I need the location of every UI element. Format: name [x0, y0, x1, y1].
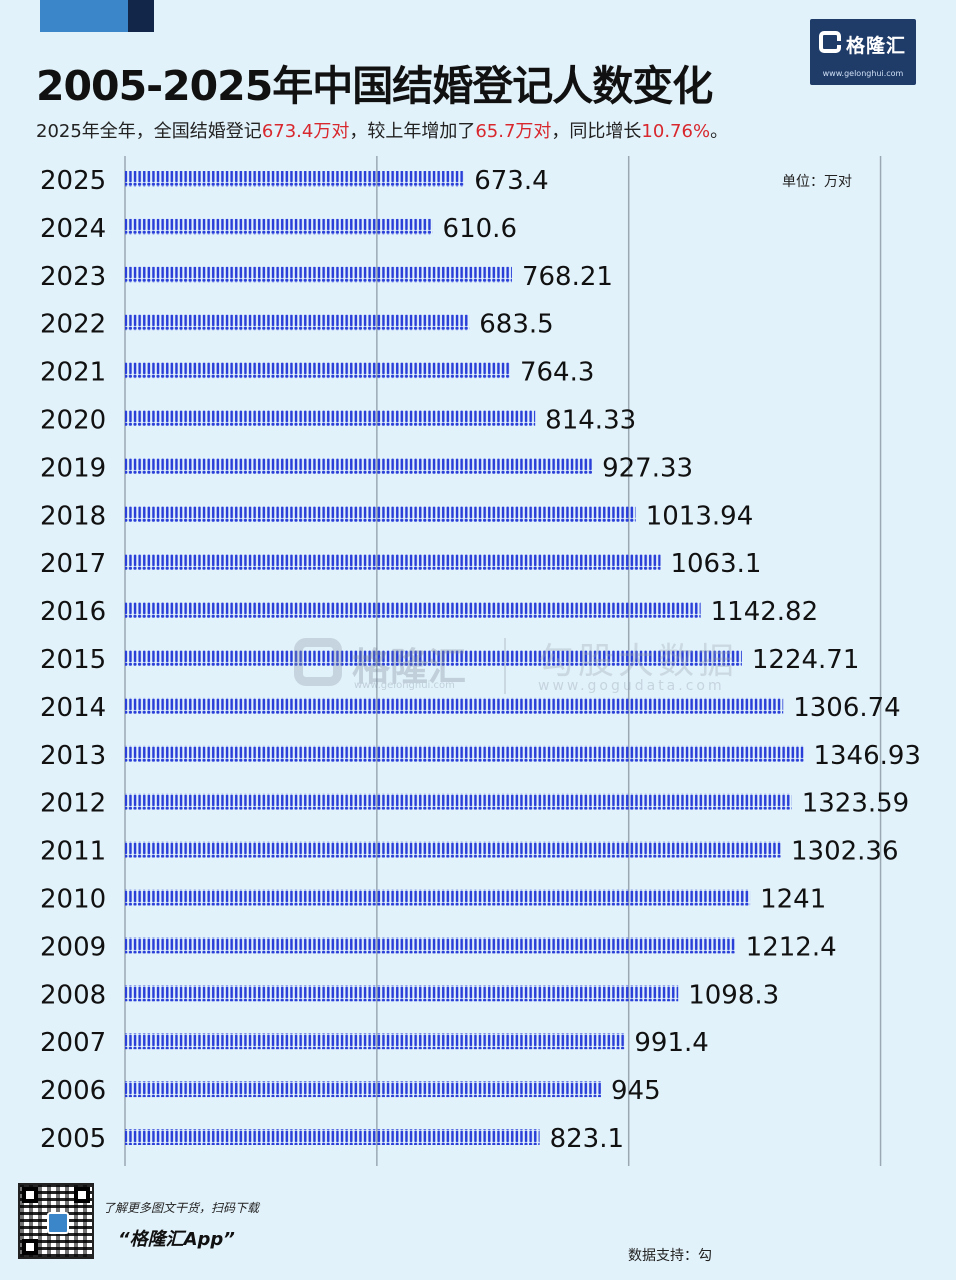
value-label-2020: 814.33 — [545, 406, 636, 436]
subtitle: 2025年全年，全国结婚登记673.4万对，较上年增加了65.7万对，同比增长1… — [36, 117, 728, 143]
value-label-2021: 764.3 — [520, 358, 594, 388]
data-source: 数据支持：勾 — [628, 1248, 712, 1264]
year-label-2019: 2019 — [40, 453, 106, 483]
bar-2024 — [125, 218, 433, 235]
value-label-2005: 823.1 — [550, 1124, 624, 1154]
bar-2019 — [125, 458, 593, 475]
subtitle-text-4: 。 — [710, 121, 729, 142]
qr-code[interactable] — [18, 1183, 94, 1259]
year-label-2009: 2009 — [40, 932, 106, 962]
logo-url: www.gelonghui.com — [822, 69, 904, 78]
bar-2007 — [125, 1033, 625, 1050]
year-label-2014: 2014 — [40, 693, 106, 723]
subtitle-value-3: 10.76% — [641, 121, 711, 142]
value-label-2012: 1323.59 — [802, 789, 910, 819]
value-label-2014: 1306.74 — [793, 693, 901, 723]
year-label-2020: 2020 — [40, 406, 106, 436]
qr-finder-tr — [74, 1187, 90, 1203]
value-label-2016: 1142.82 — [711, 597, 819, 627]
value-label-2011: 1302.36 — [791, 837, 899, 867]
value-label-2019: 927.33 — [602, 453, 693, 483]
qr-finder-tl — [22, 1187, 38, 1203]
year-label-2006: 2006 — [40, 1076, 106, 1106]
logo-name: 格隆汇 — [846, 35, 907, 57]
value-label-2015: 1224.71 — [752, 645, 860, 675]
year-label-2015: 2015 — [40, 645, 106, 675]
value-label-2017: 1063.1 — [670, 549, 761, 579]
unit-label: 单位：万对 — [782, 174, 852, 190]
value-label-2013: 1346.93 — [813, 741, 921, 771]
subtitle-value-1: 673.4万对 — [261, 121, 350, 142]
footer-app-name: “格隆汇App” — [118, 1229, 235, 1250]
year-label-2024: 2024 — [40, 214, 106, 244]
value-label-2024: 610.6 — [443, 214, 517, 244]
year-label-2017: 2017 — [40, 549, 106, 579]
bar-2023 — [125, 266, 512, 283]
bar-2012 — [125, 793, 792, 810]
year-label-2013: 2013 — [40, 741, 106, 771]
bar-2009 — [125, 937, 736, 954]
bar-chart: 2025 673.4 2024 610.6 2023 768.21 2022 683.5 202… — [40, 156, 921, 1166]
top-accent-block-dark — [128, 0, 154, 32]
value-label-2025: 673.4 — [474, 166, 548, 196]
bar-2010 — [125, 889, 751, 906]
year-label-2008: 2008 — [40, 980, 106, 1010]
qr-logo-icon — [47, 1212, 69, 1234]
bar-2016 — [125, 602, 701, 619]
logo-g-icon — [819, 31, 841, 53]
bar-2008 — [125, 985, 679, 1002]
bar-2018 — [125, 506, 636, 523]
bar-2014 — [125, 697, 784, 714]
subtitle-text-3: ，同比增长 — [551, 121, 642, 142]
year-label-2010: 2010 — [40, 885, 106, 915]
value-label-2023: 768.21 — [522, 262, 613, 292]
year-label-2016: 2016 — [40, 597, 106, 627]
year-label-2005: 2005 — [40, 1124, 106, 1154]
year-label-2012: 2012 — [40, 789, 106, 819]
year-label-2025: 2025 — [40, 166, 106, 196]
value-label-2018: 1013.94 — [646, 501, 754, 531]
year-label-2021: 2021 — [40, 358, 106, 388]
subtitle-text-2: ，较上年增加了 — [349, 121, 476, 142]
bar-2025 — [125, 171, 465, 187]
year-label-2023: 2023 — [40, 262, 106, 292]
bar-2021 — [125, 362, 510, 379]
footer-promo-text: 了解更多图文干货，扫码下载 — [103, 1201, 260, 1215]
bar-2013 — [125, 745, 804, 762]
year-label-2007: 2007 — [40, 1028, 106, 1058]
bar-2022 — [125, 314, 470, 331]
bar-2006 — [125, 1081, 601, 1098]
subtitle-value-2: 65.7万对 — [475, 121, 552, 142]
subtitle-text-1: 2025年全年，全国结婚登记 — [36, 121, 262, 142]
bar-2017 — [125, 554, 661, 571]
bar-2015 — [125, 650, 742, 666]
value-label-2022: 683.5 — [479, 310, 553, 340]
qr-finder-bl — [22, 1239, 38, 1255]
value-label-2009: 1212.4 — [746, 932, 837, 962]
year-label-2022: 2022 — [40, 310, 106, 340]
bar-2005 — [125, 1129, 540, 1145]
year-label-2011: 2011 — [40, 837, 106, 867]
year-label-2018: 2018 — [40, 501, 106, 531]
value-label-2007: 991.4 — [634, 1028, 708, 1058]
gelonghui-logo: 格隆汇 www.gelonghui.com — [810, 19, 916, 85]
top-accent-block — [40, 0, 128, 32]
value-label-2010: 1241 — [760, 885, 826, 915]
bar-2011 — [125, 841, 781, 858]
bar-2020 — [125, 410, 536, 427]
value-label-2008: 1098.3 — [688, 980, 779, 1010]
value-label-2006: 945 — [611, 1076, 661, 1106]
page-title: 2005-2025年中国结婚登记人数变化 — [36, 62, 713, 110]
